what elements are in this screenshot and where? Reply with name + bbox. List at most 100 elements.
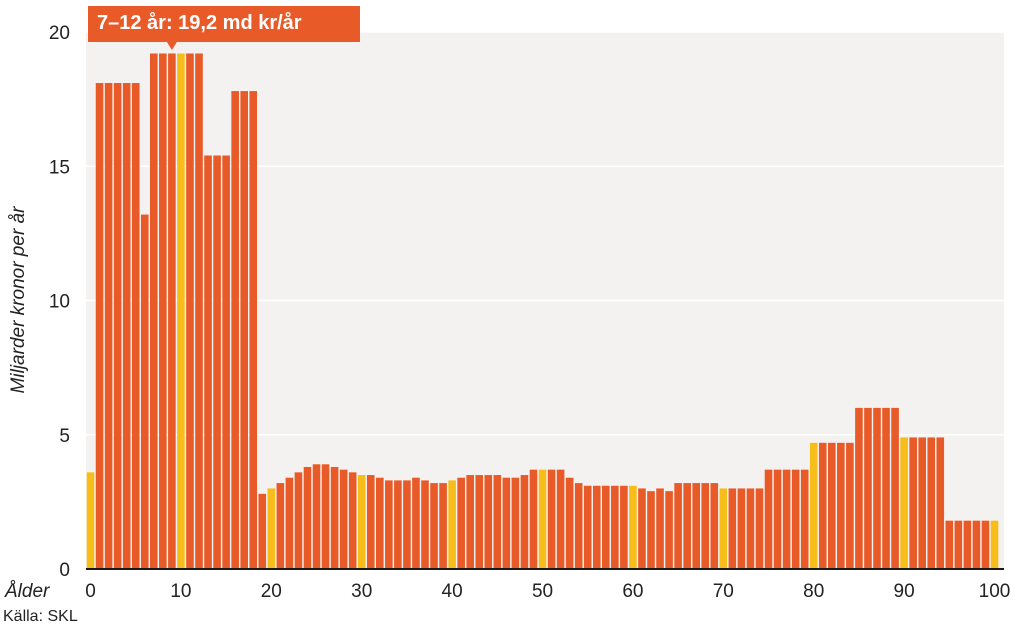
bar	[213, 155, 221, 569]
bar	[104, 83, 113, 569]
y-tick-label: 10	[49, 292, 70, 313]
bar	[258, 493, 267, 569]
x-tick-label: 90	[894, 581, 915, 602]
x-axis-title: Ålder	[4, 581, 50, 602]
bar	[782, 469, 791, 569]
x-tick-label: 20	[261, 581, 282, 602]
x-tick-label: 80	[803, 581, 824, 602]
bar	[710, 483, 719, 569]
bar	[168, 53, 176, 570]
bar	[592, 485, 601, 569]
source-note: Källa: SKL	[3, 608, 78, 625]
bar	[204, 155, 212, 569]
bar	[927, 437, 936, 569]
x-tick-label: 60	[622, 581, 643, 602]
bar	[448, 480, 456, 569]
bar	[791, 469, 800, 569]
bar	[294, 472, 303, 569]
bars	[86, 53, 999, 570]
bar	[574, 483, 583, 569]
x-tick-label: 70	[713, 581, 734, 602]
x-tick-label: 30	[351, 581, 372, 602]
bar	[945, 520, 954, 569]
bar	[882, 407, 890, 569]
bar	[556, 469, 565, 569]
bar	[701, 483, 710, 569]
bar	[421, 480, 429, 569]
bar	[276, 483, 285, 569]
bar	[177, 53, 185, 570]
bar	[131, 83, 140, 569]
y-axis-label: Miljarder kronor per år	[8, 206, 29, 394]
bar	[303, 466, 312, 569]
bar	[403, 480, 411, 569]
annotation-callout: 7–12 år: 19,2 md kr/år	[88, 6, 360, 50]
bar	[231, 91, 239, 569]
bar	[312, 464, 321, 569]
bar	[891, 407, 899, 569]
bar	[583, 485, 592, 569]
bar	[674, 483, 682, 569]
bar	[918, 437, 926, 569]
bar	[611, 485, 619, 569]
bar	[394, 480, 402, 569]
bar	[357, 475, 366, 569]
bar	[629, 485, 637, 569]
bar	[656, 488, 664, 569]
bar	[195, 53, 203, 570]
bar	[222, 155, 230, 569]
bar	[439, 483, 447, 569]
bar	[466, 475, 474, 569]
bar	[113, 83, 122, 569]
bar	[728, 488, 737, 569]
bar	[430, 483, 438, 569]
bar	[620, 485, 628, 569]
y-tick-label: 0	[59, 560, 70, 581]
bar	[909, 437, 917, 569]
bar	[990, 520, 999, 569]
bar	[493, 475, 502, 569]
bar	[846, 442, 854, 569]
bar	[249, 91, 258, 569]
bar	[267, 488, 276, 569]
bar	[159, 53, 167, 570]
bar	[936, 437, 945, 569]
annotation-text: 7–12 år: 19,2 md kr/år	[97, 11, 302, 34]
bar	[484, 475, 493, 569]
bar	[602, 485, 610, 569]
bar	[963, 520, 972, 569]
bar	[122, 83, 131, 569]
bar	[565, 477, 574, 569]
bar	[719, 488, 728, 569]
annotation-pointer	[166, 42, 177, 50]
bar	[457, 477, 465, 569]
bar	[321, 464, 330, 569]
bar	[737, 488, 746, 569]
y-tick-label: 20	[49, 23, 70, 44]
chart: 0 5 10 15 20 0 10 20 30 40 50 60 70 80 90 100 Ålder Mi…	[4, 6, 1010, 602]
bar	[547, 469, 556, 569]
bar	[746, 488, 755, 569]
bar	[186, 53, 194, 570]
x-tick-label: 100	[979, 581, 1011, 602]
bar	[150, 53, 158, 570]
bar	[475, 475, 484, 569]
bar	[855, 407, 863, 569]
y-tick-label: 5	[59, 426, 70, 447]
bar	[348, 472, 357, 569]
annotation-box	[88, 6, 360, 42]
bar	[638, 488, 646, 569]
bar	[981, 520, 990, 569]
bar	[538, 469, 547, 569]
bar	[86, 472, 95, 569]
bar	[837, 442, 845, 569]
bar	[873, 407, 881, 569]
x-tick-labels: 0 10 20 30 40 50 60 70 80 90 100	[85, 581, 1010, 602]
bar	[385, 480, 393, 569]
bar	[818, 442, 827, 569]
x-tick-label: 50	[532, 581, 553, 602]
bar	[376, 477, 384, 569]
bar	[520, 475, 529, 569]
y-tick-label: 15	[49, 157, 70, 178]
bar	[900, 437, 908, 569]
